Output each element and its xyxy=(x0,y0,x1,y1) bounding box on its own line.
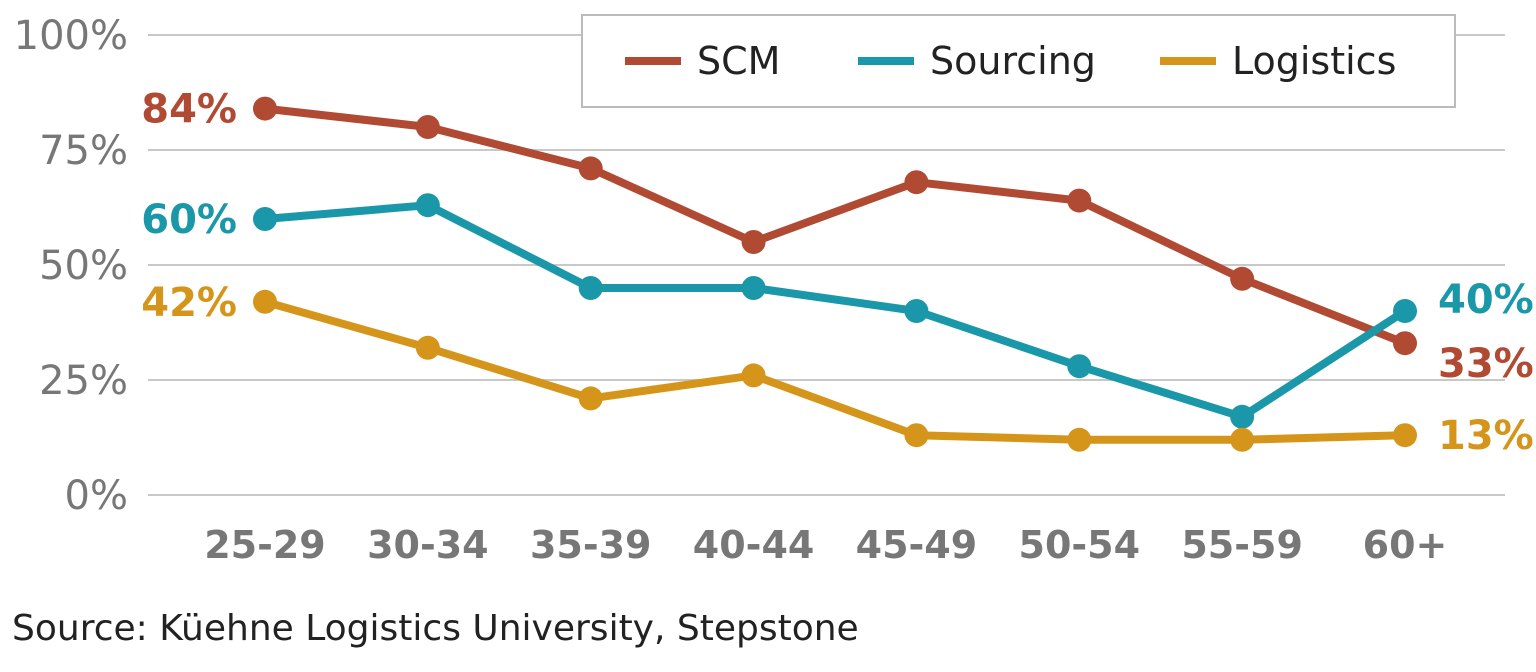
data-point-scm xyxy=(741,230,766,254)
data-point-sourcing xyxy=(1230,404,1255,429)
x-tick-label: 30-34 xyxy=(367,523,489,567)
data-point-logistics xyxy=(1230,427,1255,452)
x-tick-label: 60+ xyxy=(1363,523,1448,567)
data-point-scm xyxy=(1067,188,1092,213)
data-point-sourcing xyxy=(415,193,440,218)
legend-label-sourcing: Sourcing xyxy=(930,39,1096,83)
x-tick-label: 50-54 xyxy=(1019,523,1141,567)
series-line-logistics xyxy=(263,297,1406,444)
data-point-scm xyxy=(1230,266,1255,291)
data-point-scm xyxy=(1393,331,1417,356)
data-point-logistics xyxy=(415,335,440,360)
y-tick-label: 50% xyxy=(39,243,128,289)
x-tick-label: 55-59 xyxy=(1181,523,1303,567)
data-point-sourcing xyxy=(741,276,766,300)
end-value-label: 40% xyxy=(1438,277,1534,323)
series-line-scm xyxy=(264,104,1407,347)
legend-box xyxy=(581,14,1456,108)
start-value-label: 42% xyxy=(141,280,237,326)
data-point-scm xyxy=(578,156,603,181)
data-point-logistics xyxy=(253,289,277,314)
data-point-logistics xyxy=(1067,427,1092,452)
data-point-logistics xyxy=(904,423,929,448)
series-line-sourcing xyxy=(264,201,1408,421)
data-point-sourcing xyxy=(1393,299,1417,323)
x-tick-label: 40-44 xyxy=(693,523,815,567)
start-value-label: 60% xyxy=(141,197,237,243)
data-point-scm xyxy=(415,115,440,139)
data-point-sourcing xyxy=(1067,354,1092,379)
y-tick-label: 0% xyxy=(65,473,128,519)
start-value-label: 84% xyxy=(141,87,237,133)
legend-label-scm: SCM xyxy=(697,39,780,83)
data-point-logistics xyxy=(1393,423,1417,448)
source-note: Source: Küehne Logistics University, Ste… xyxy=(12,608,859,649)
data-point-scm xyxy=(253,96,277,121)
x-tick-label: 25-29 xyxy=(204,523,326,567)
end-value-label: 33% xyxy=(1438,341,1534,387)
x-tick-label: 45-49 xyxy=(856,523,978,567)
legend-label-logistics: Logistics xyxy=(1232,39,1396,83)
y-tick-label: 100% xyxy=(14,13,128,59)
data-point-sourcing xyxy=(578,276,603,300)
data-point-logistics xyxy=(578,386,603,411)
y-tick-label: 75% xyxy=(39,128,128,174)
data-point-logistics xyxy=(741,363,766,388)
data-point-sourcing xyxy=(253,207,277,231)
data-point-scm xyxy=(904,170,929,195)
end-value-label: 13% xyxy=(1438,413,1534,459)
x-tick-label: 35-39 xyxy=(530,523,652,567)
y-tick-label: 25% xyxy=(39,358,128,404)
data-point-sourcing xyxy=(904,299,929,323)
